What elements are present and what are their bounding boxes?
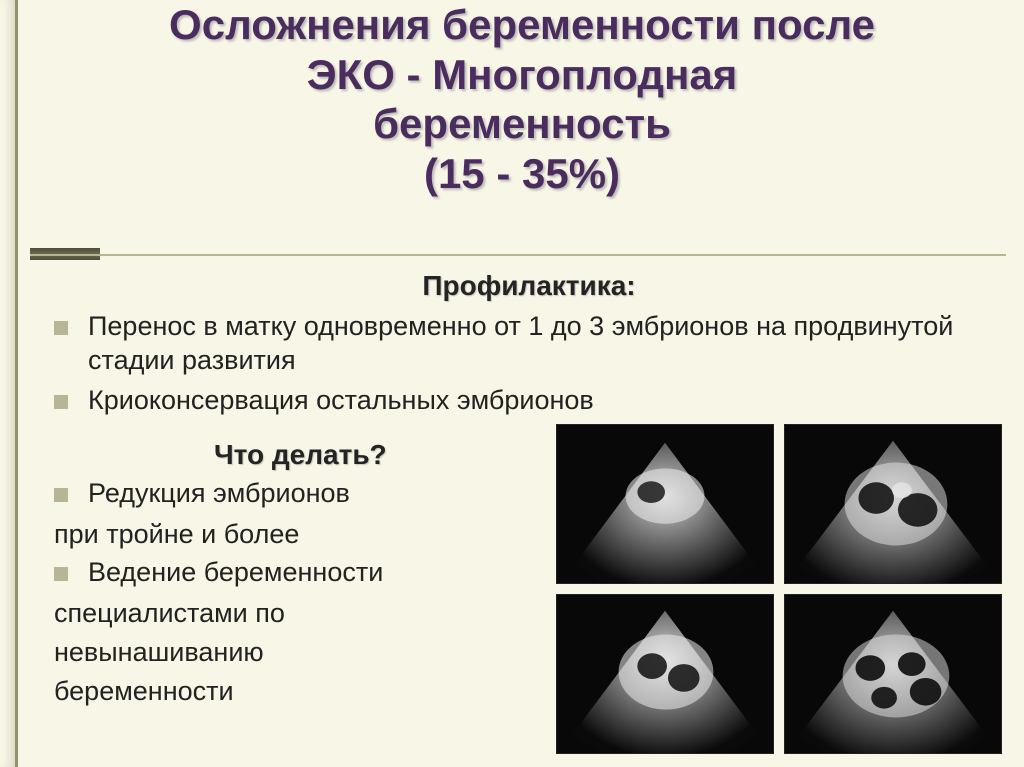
section1-heading: Профилактика:: [54, 270, 1004, 302]
section1-list: Перенос в матку одновременно от 1 до 3 э…: [54, 310, 1004, 417]
plain-text: специалистами по: [54, 596, 574, 631]
section2-list-b: Ведение беременности: [54, 556, 574, 590]
plain-text: беременности: [54, 674, 574, 709]
title-line-1: Осложнения беременности после: [169, 1, 875, 48]
title-line-2: ЭКО - Многоплодная: [307, 51, 738, 98]
ultrasound-image-3: [556, 594, 774, 754]
list-item: Ведение беременности: [54, 556, 574, 590]
horizontal-rule: [30, 254, 1006, 256]
ultrasound-image-4: [784, 594, 1002, 754]
title-line-3: беременность: [373, 100, 671, 147]
slide: Осложнения беременности после ЭКО - Мног…: [0, 0, 1024, 767]
slide-title: Осложнения беременности после ЭКО - Мног…: [60, 0, 984, 198]
plain-text: при тройне и более: [54, 517, 574, 552]
list-item: Редукция эмбрионов: [54, 477, 574, 511]
ultrasound-image-1: [556, 424, 774, 584]
section2-list-a: Редукция эмбрионов: [54, 477, 574, 511]
plain-text: невынашиванию: [54, 635, 574, 670]
title-block: Осложнения беременности после ЭКО - Мног…: [60, 0, 984, 198]
list-item: Криоконсервация остальных эмбрионов: [54, 384, 1004, 418]
ultrasound-image-2: [784, 424, 1002, 584]
list-item: Перенос в матку одновременно от 1 до 3 э…: [54, 310, 1004, 378]
ultrasound-grid: [556, 424, 1002, 754]
section2-column: Редукция эмбрионов при тройне и более Ве…: [54, 477, 574, 709]
title-line-4: (15 - 35%): [424, 150, 620, 197]
left-border-bar: [0, 0, 18, 767]
